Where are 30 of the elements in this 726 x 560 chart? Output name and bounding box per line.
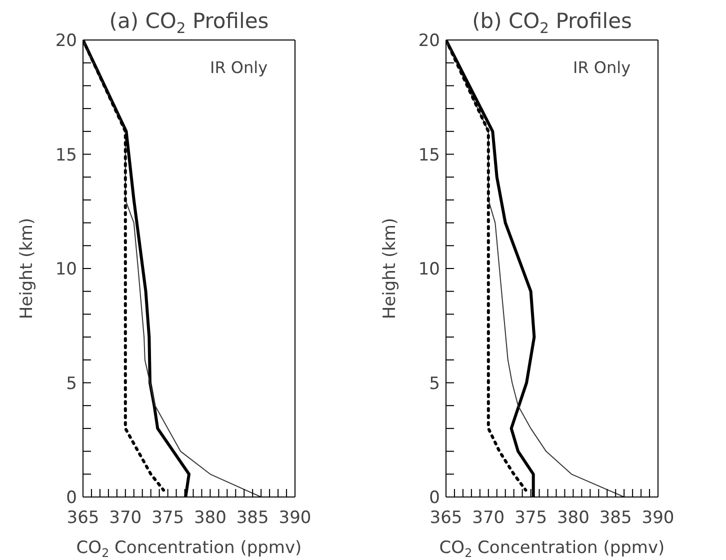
x-tick-label: 370 xyxy=(472,508,505,528)
annotation: IR Only xyxy=(573,58,631,77)
y-tick-label: 0 xyxy=(429,488,440,508)
x-tick-label: 365 xyxy=(66,508,100,528)
x-tick-label: 390 xyxy=(642,508,674,528)
x-tick-label: 375 xyxy=(514,508,548,528)
y-tick-label: 0 xyxy=(66,488,77,508)
y-tick-label: 10 xyxy=(418,260,440,280)
x-tick-label: 370 xyxy=(109,508,142,528)
x-tick-label: 385 xyxy=(236,508,269,528)
x-tick-label: 385 xyxy=(599,508,632,528)
y-tick-label: 15 xyxy=(55,145,77,166)
y-tick-label: 15 xyxy=(418,145,440,166)
y-tick-label: 20 xyxy=(55,31,77,52)
chart-title: (a) CO$_{2}$ Profiles xyxy=(109,9,269,36)
x-tick-label: 375 xyxy=(152,508,184,528)
x-axis-title: CO$_{2}$ Concentration (ppmv) xyxy=(76,538,302,560)
chart-title: (b) CO$_{2}$ Profiles xyxy=(472,9,632,36)
x-tick-label: 390 xyxy=(278,508,312,528)
y-tick-label: 20 xyxy=(418,31,440,52)
x-tick-label: 365 xyxy=(430,508,462,528)
y-axis-title: Height (km) xyxy=(17,218,37,320)
x-axis-title: CO$_{2}$ Concentration (ppmv) xyxy=(439,538,665,560)
annotation: IR Only xyxy=(210,58,268,77)
y-tick-label: 5 xyxy=(429,374,440,394)
y-tick-label: 10 xyxy=(55,260,77,280)
x-tick-label: 380 xyxy=(194,508,226,528)
y-tick-label: 5 xyxy=(66,374,77,394)
x-tick-label: 380 xyxy=(556,508,590,528)
y-axis-title: Height (km) xyxy=(380,218,400,320)
